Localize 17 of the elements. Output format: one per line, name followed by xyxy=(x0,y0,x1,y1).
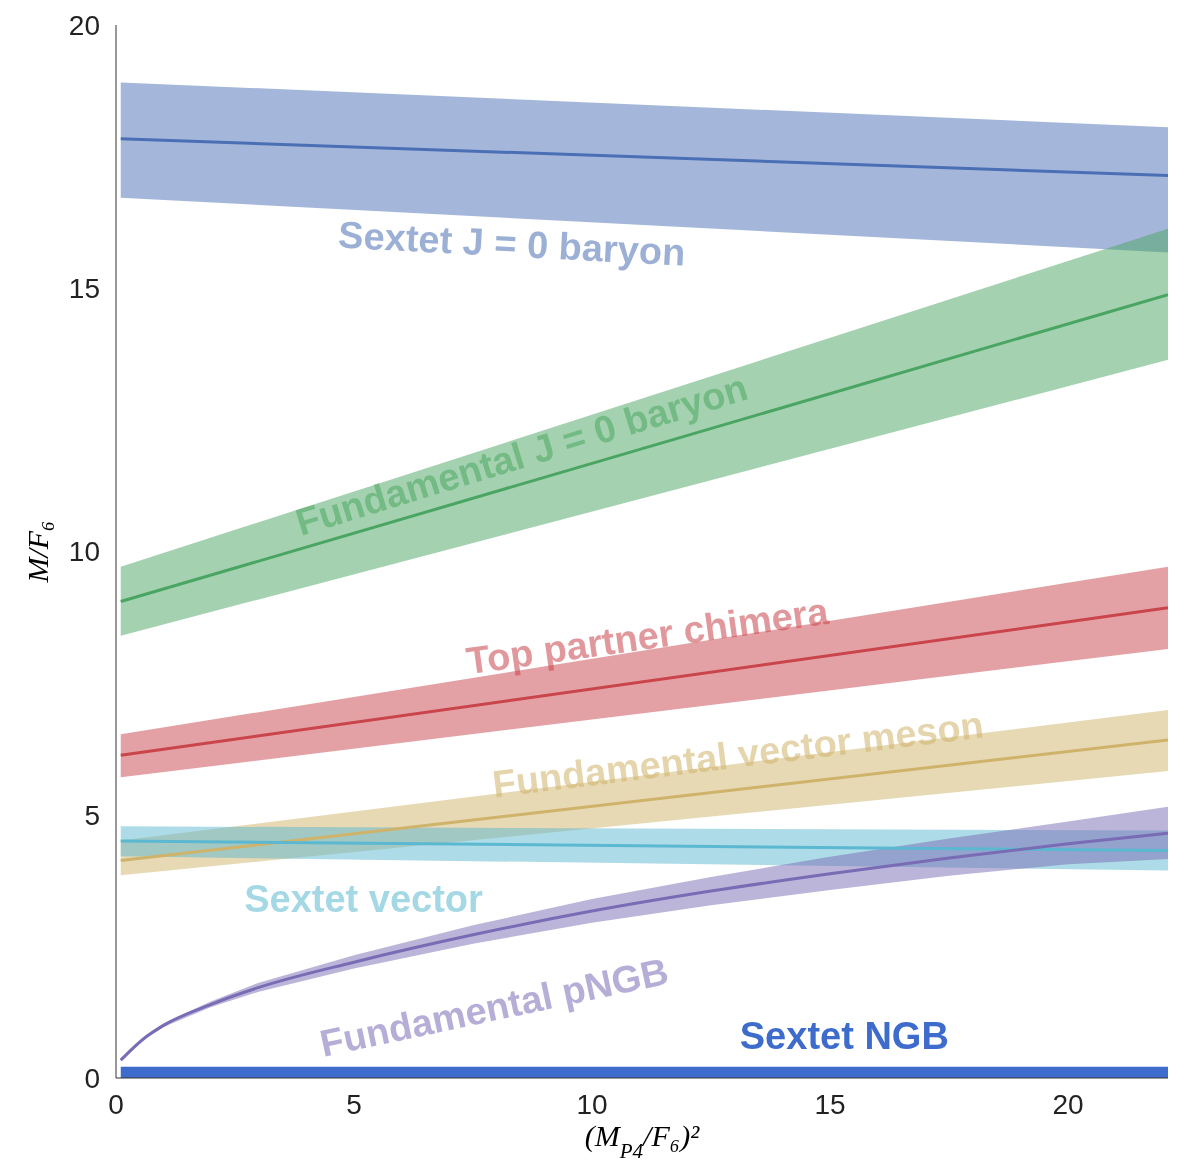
y-tick-label: 5 xyxy=(84,799,100,831)
y-axis-title: M/F₆ xyxy=(21,520,54,584)
y-tick-label: 10 xyxy=(68,536,100,568)
series-label: Sextet NGB xyxy=(739,1015,949,1058)
x-tick-label: 5 xyxy=(346,1088,362,1120)
y-tick-label: 20 xyxy=(68,9,100,41)
series-label: Sextet vector xyxy=(244,878,484,921)
y-tick-label: 0 xyxy=(84,1062,100,1094)
series-label: Sextet J = 0 baryon xyxy=(337,213,687,274)
x-tick-label: 10 xyxy=(576,1088,608,1120)
x-tick-label: 20 xyxy=(1052,1088,1084,1120)
x-axis-title: (M$_{P4}$/F₆)² xyxy=(584,1119,701,1163)
text: Fundamental vector meson xyxy=(490,703,986,806)
y-tick-label: 15 xyxy=(68,273,100,305)
x-tick-label: 0 xyxy=(108,1088,124,1120)
text: Top partner chimera xyxy=(463,589,832,683)
x-tick-label: 15 xyxy=(814,1088,846,1120)
